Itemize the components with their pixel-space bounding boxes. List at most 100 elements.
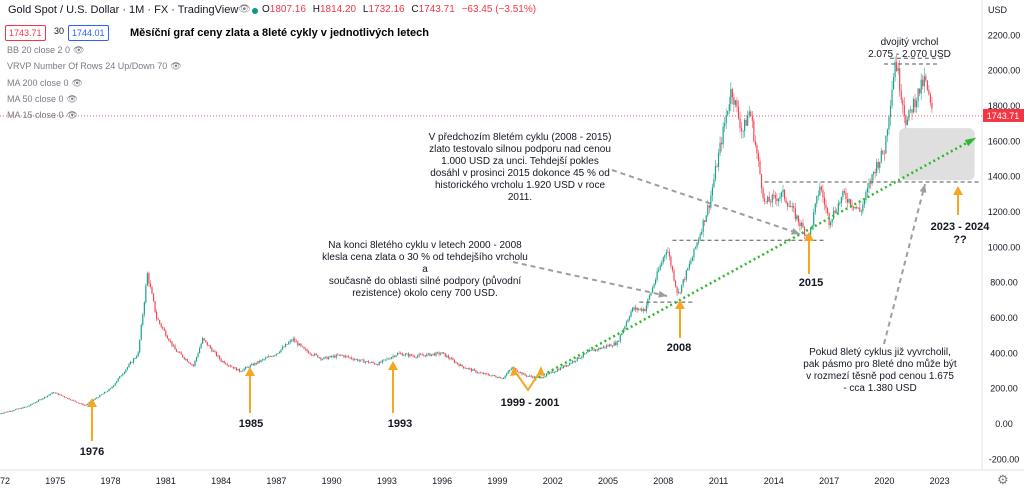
arrow-2015-head [804,232,814,241]
candle-body [476,372,479,374]
candle-body [291,340,293,342]
candle-body [192,364,195,366]
candle-body [215,351,218,356]
indicator-label: MA 50 close 0 [7,94,64,104]
x-tick-label: 1978 [101,476,121,486]
annotation-double-top: dvojitý vrchol 2.075 - 2.070 USD [868,37,951,60]
candle-body [304,348,307,350]
candle-body [341,354,343,356]
symbol-title[interactable]: Gold Spot / U.S. Dollar · 1M · FX · Trad… [8,4,239,16]
ohlc-open: 1807.16 [269,4,306,15]
candle-body [831,218,833,223]
candle-body [716,166,718,168]
arrow-to-2015-support-head [791,228,800,235]
candle-body [297,341,299,346]
candle-body [585,352,588,354]
candle-body [154,301,156,312]
x-tick-label: 1981 [156,476,176,486]
candle-body [711,187,713,196]
candle-body [295,341,297,343]
indicator-label: MA 200 close 0 [7,78,69,88]
candle-body [334,355,336,358]
candle-body [68,398,70,400]
eye-icon[interactable]: 👁 [170,61,182,71]
candle-body [0,413,1,415]
candle-body [785,199,787,203]
indicator-bb[interactable]: BB 20 close 2 0 👁 [7,45,84,56]
candle-body [892,77,895,90]
candle-body [283,346,285,348]
candle-body [800,222,803,227]
candle-body [822,189,824,198]
candle-body [820,186,823,190]
indicator-ma15[interactable]: MA 15 close 0 👁 [7,110,78,121]
candle-body [417,355,419,358]
candle-body [8,411,10,412]
candle-body [744,119,746,131]
candle-body [842,191,844,198]
candle-body [234,367,236,369]
candle-body [117,378,119,382]
candle-body [214,350,216,352]
candle-body [521,372,523,375]
indicator-vrvp[interactable]: VRVP Number Of Rows 24 Up/Down 70 👁 [7,61,182,72]
candle-body [928,89,930,95]
candle-body [790,206,792,208]
candle-body [684,279,686,281]
candle-body [284,344,287,347]
x-tick-label: 2020 [874,476,894,486]
cycle-label-1985: 1985 [238,418,264,430]
indicator-ma200[interactable]: MA 200 close 0 👁 [7,78,83,89]
eye-icon[interactable]: 👁 [71,78,83,88]
candle-body [920,79,922,94]
candle-body [696,242,698,248]
candle-body [30,404,32,406]
candle-body [406,353,408,355]
candle-body [876,162,878,173]
candle-body [460,364,462,367]
candle-body [567,365,569,366]
currency-label[interactable]: USD [988,5,1008,15]
candle-body [630,311,632,317]
x-tick-label: 1975 [45,476,65,486]
chart-subtitle: Měsíční graf ceny zlata a 8leté cykly v … [130,27,429,39]
sell-price-button[interactable]: 1743.71 [5,25,46,41]
candle-body [331,355,333,357]
arrow-to-forecast-zone [883,183,926,345]
gear-icon[interactable]: ⚙ [997,472,1009,487]
candle-body [42,398,44,400]
candle-body [562,365,565,369]
candle-body [891,89,893,106]
candle-body [739,117,741,128]
candle-body [48,394,50,396]
x-tick-label: 1990 [322,476,342,486]
candle-body [498,377,500,378]
y-tick-label: -200.00 [989,454,1020,464]
y-tick-label: 1600.00 [988,136,1021,146]
candle-body [122,373,124,376]
buy-price-button[interactable]: 1744.01 [68,25,109,41]
eye-icon[interactable]: 👁 [66,94,78,104]
candle-body [120,375,122,377]
candle-body [397,353,399,356]
candle-body [673,270,675,281]
candle-body [783,189,786,200]
candle-body [569,363,571,366]
candle-body [106,391,109,392]
candle-body [877,162,879,168]
candle-body [624,326,626,330]
eye-icon[interactable]: 👁 [66,110,78,120]
candle-body [627,319,629,323]
candle-body [825,204,827,209]
candle-body [80,403,82,405]
candle-body [654,279,657,285]
eye-icon[interactable]: 👁 [238,4,251,15]
eye-icon[interactable]: 👁 [73,45,85,55]
candle-body [705,215,707,222]
candle-body [76,401,78,403]
indicator-ma50[interactable]: MA 50 close 0 👁 [7,94,78,105]
candle-body [31,403,33,405]
candle-body [205,340,207,342]
candle-body [565,365,568,367]
